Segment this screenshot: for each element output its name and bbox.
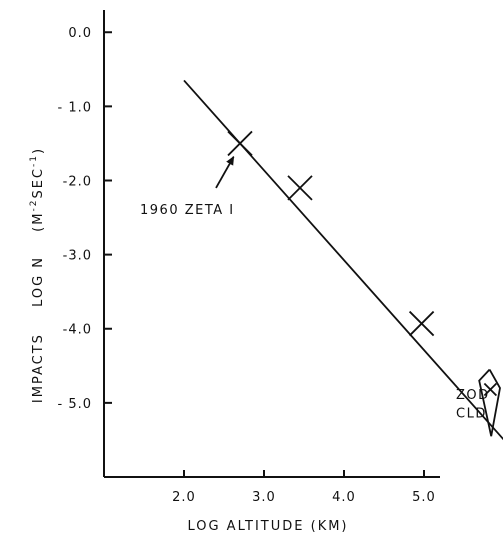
y-axis-title: IMPACTS LOG N (M-2SEC-1): [29, 147, 46, 403]
x-tick-label: 2.0: [172, 490, 196, 505]
y-tick-label: 0.0: [68, 26, 92, 41]
data-point: [408, 310, 435, 337]
y-tick-label: - 1.0: [58, 100, 93, 115]
zod-cld-region: [478, 368, 501, 437]
annotation-zod-cld: ZOD: [456, 388, 490, 403]
x-axis-title: LOG ALTITUDE (KM): [187, 519, 348, 534]
point-marker-stroke: [227, 130, 253, 157]
y-tick-label: -4.0: [63, 323, 92, 338]
x-tick-label: 4.0: [332, 490, 356, 505]
y-tick-label: -3.0: [63, 249, 92, 264]
data-layer: 1960 ZETA I ZOD CLD: [140, 79, 503, 441]
x-tick-label: 3.0: [252, 490, 276, 505]
y-axis-title-left: IMPACTS: [31, 333, 46, 403]
y-tick-label: -2.0: [63, 174, 92, 189]
svg-text:IMPACTS LOG N: IMPACTS LOG N (M-2SEC-1): [29, 147, 46, 403]
y-tick-label: - 5.0: [58, 397, 93, 412]
annotation-zod-cld: CLD: [456, 407, 487, 422]
point-marker-stroke: [483, 382, 498, 397]
axes: [103, 10, 440, 478]
ticks: 0.0 - 1.0 -2.0 -3.0 -4.0 - 5.0 2.0 3.0 4.0 5.0: [58, 26, 436, 505]
data-point: [483, 382, 498, 397]
y-axis-units-exp2: -1: [29, 154, 39, 167]
y-axis-title-right: LOG N: [31, 256, 46, 307]
data-point: [227, 130, 253, 157]
data-point: [287, 175, 313, 201]
point-marker-stroke: [408, 310, 435, 337]
y-axis-units-exp1: -2: [29, 199, 39, 212]
x-tick-label: 5.0: [412, 490, 436, 505]
labels: LOG ALTITUDE (KM) IMPACTS LOG N (M-2SEC-…: [29, 147, 348, 534]
y-axis-units-end: ): [31, 147, 46, 154]
annotation-arrow: [215, 155, 235, 189]
y-axis-units-mid: SEC: [31, 167, 46, 199]
y-axis-units: (M: [31, 212, 46, 232]
annotation-zeta: 1960 ZETA I: [140, 203, 235, 218]
point-marker-stroke: [287, 175, 313, 201]
